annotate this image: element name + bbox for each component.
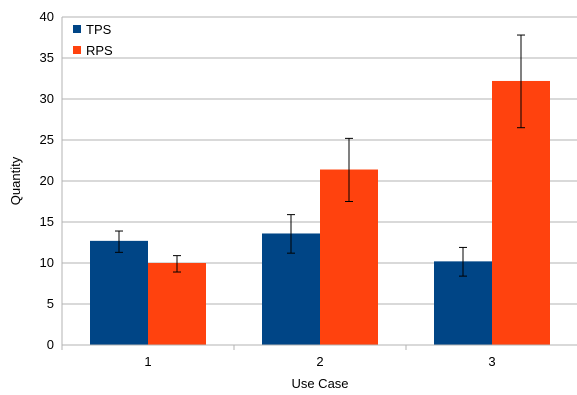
bars bbox=[90, 80, 550, 346]
bar-tps bbox=[90, 240, 148, 345]
y-tick-label: 0 bbox=[47, 337, 54, 352]
error-bars bbox=[115, 34, 525, 277]
y-tick-label: 20 bbox=[40, 173, 54, 188]
y-tick-labels: 0 5 10 15 20 25 30 35 40 bbox=[40, 9, 54, 352]
y-tick-label: 40 bbox=[40, 9, 54, 24]
legend-swatch-tps bbox=[73, 25, 81, 33]
axes bbox=[61, 17, 577, 350]
legend-label-tps: TPS bbox=[86, 22, 112, 37]
legend: TPS RPS bbox=[73, 22, 113, 58]
y-tick-label: 30 bbox=[40, 91, 54, 106]
x-axis-title: Use Case bbox=[291, 376, 348, 391]
y-tick-label: 35 bbox=[40, 50, 54, 65]
y-tick-label: 5 bbox=[47, 296, 54, 311]
y-tick-label: 25 bbox=[40, 132, 54, 147]
x-tick-label: 3 bbox=[488, 354, 495, 369]
y-tick-label: 10 bbox=[40, 255, 54, 270]
y-axis-title: Quantity bbox=[8, 156, 23, 205]
y-tick-label: 15 bbox=[40, 214, 54, 229]
x-tick-label: 1 bbox=[144, 354, 151, 369]
x-tick-label: 2 bbox=[316, 354, 323, 369]
x-tick-labels: 1 2 3 bbox=[144, 354, 495, 369]
bar-rps bbox=[148, 263, 206, 345]
legend-swatch-rps bbox=[73, 46, 81, 54]
legend-label-rps: RPS bbox=[86, 43, 113, 58]
